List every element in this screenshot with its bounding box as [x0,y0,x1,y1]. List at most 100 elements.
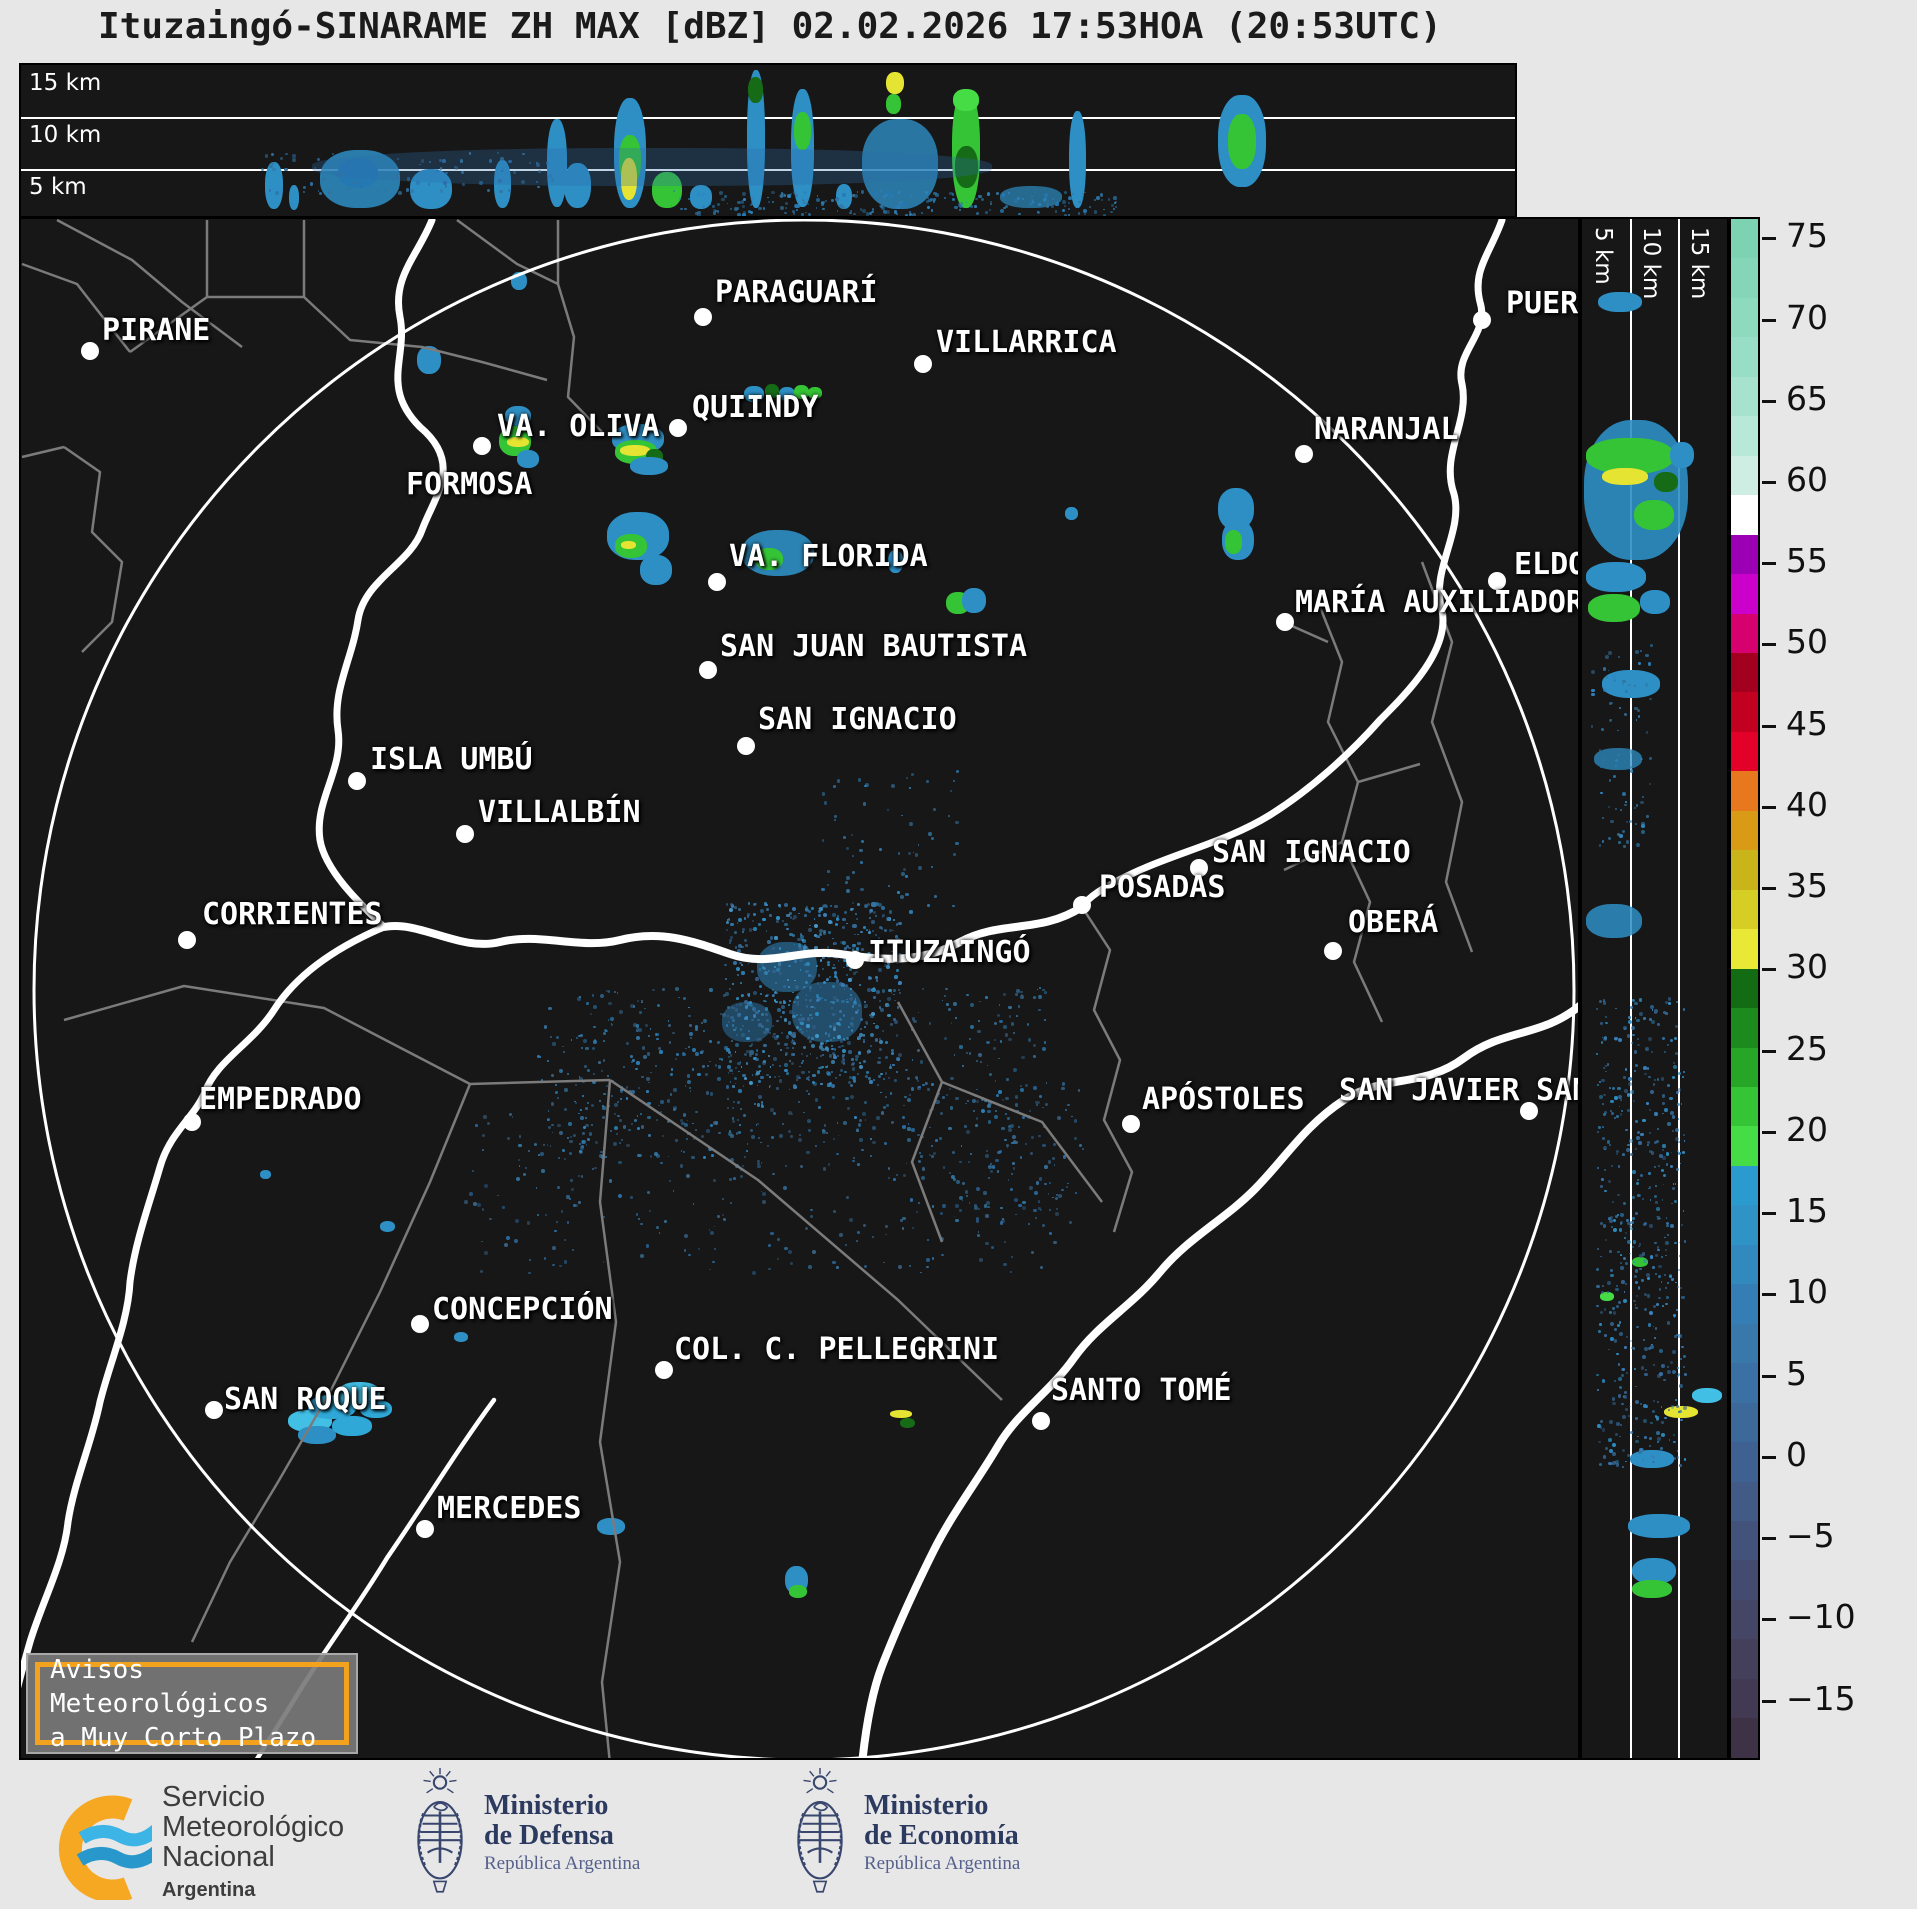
clutter-speckle [759,1038,763,1042]
clutter-speckle [743,917,747,921]
radar-echo [417,346,441,374]
clutter-speckle [657,1004,661,1008]
clutter-speckle [840,1069,843,1073]
clutter-speckle [667,1120,671,1124]
clutter-speckle [945,987,948,991]
clutter-speckle [635,1067,638,1071]
clutter-speckle [649,1071,652,1074]
clutter-speckle [907,1076,911,1080]
clutter-speckle [1045,1081,1048,1084]
clutter-speckle [926,903,930,907]
clutter-speckle [851,1024,854,1027]
clutter-speckle [770,1231,774,1236]
clutter-speckle [765,1007,769,1011]
clutter-speckle [737,1062,741,1066]
clutter-speckle [1610,819,1614,824]
clutter-speckle [518,1165,521,1167]
clutter-speckle [834,904,838,909]
defensa-line3: República Argentina [484,1853,641,1874]
clutter-speckle [647,1115,651,1120]
clutter-speckle [746,913,750,916]
clutter-speckle [594,1166,597,1169]
clutter-speckle [788,986,790,988]
clutter-speckle [1639,1254,1643,1258]
radar-echo [1632,1558,1676,1584]
clutter-speckle [689,1087,692,1090]
clutter-speckle [328,190,332,195]
clutter-speckle [797,1018,801,1021]
clutter-speckle [855,1240,858,1243]
clutter-speckle [1054,1212,1059,1217]
clutter-speckle [939,1111,944,1116]
clutter-speckle [604,1029,607,1032]
radar-echo [332,1416,372,1436]
clutter-speckle [1661,1304,1664,1307]
clutter-speckle [861,1148,865,1152]
clutter-speckle [1623,1076,1627,1080]
clutter-speckle [1596,1131,1599,1133]
clutter-speckle [1650,1345,1654,1350]
clutter-speckle [1634,1211,1638,1215]
clutter-speckle [652,988,655,992]
clutter-speckle [870,1014,874,1019]
clutter-speckle [948,1008,951,1011]
clutter-speckle [901,872,905,876]
clutter-speckle [949,1106,954,1110]
clutter-speckle [887,1013,891,1017]
admin-border [1420,561,1474,953]
clutter-speckle [1676,1149,1679,1152]
clutter-speckle [535,180,539,183]
clutter-speckle [1000,209,1005,214]
radar-echo [454,1332,468,1342]
clutter-speckle [581,1145,584,1148]
clutter-speckle [603,1040,606,1043]
radar-echo [1598,292,1642,312]
clutter-speckle [557,1097,560,1100]
clutter-speckle [850,908,854,912]
colorbar-tick-label: 60 [1786,459,1828,499]
clutter-speckle [396,157,399,160]
clutter-speckle [724,977,727,980]
clutter-speckle [919,1134,923,1138]
clutter-speckle [737,200,742,205]
clutter-speckle [805,980,809,984]
clutter-speckle [795,193,799,197]
clutter-speckle [1596,1423,1601,1428]
clutter-speckle [760,992,763,995]
clutter-speckle [753,991,758,996]
clutter-speckle [845,1036,850,1041]
clutter-speckle [1651,1257,1653,1259]
clutter-speckle [775,919,780,924]
clutter-speckle [1649,697,1652,701]
clutter-speckle [627,1089,632,1094]
radar-echo [1228,114,1256,169]
coat-of-arms-icon [797,1768,843,1893]
clutter-speckle [669,1093,673,1096]
clutter-speckle [1648,1108,1652,1112]
clutter-speckle [1012,1167,1016,1170]
clutter-speckle [535,1187,538,1189]
clutter-speckle [680,1118,684,1122]
clutter-speckle [862,802,867,806]
clutter-speckle [736,1118,740,1122]
clutter-speckle [1636,1182,1639,1185]
clutter-speckle [821,1066,824,1068]
clutter-speckle [585,1123,589,1128]
clutter-speckle [1624,1088,1628,1093]
clutter-speckle [854,1058,858,1062]
clutter-speckle [1682,1134,1685,1137]
clutter-speckle [691,1122,694,1125]
clutter-speckle [826,870,830,873]
clutter-speckle [1055,202,1059,207]
clutter-speckle [893,993,895,996]
clutter-speckle [1034,190,1037,193]
clutter-speckle [1007,1116,1010,1120]
clutter-speckle [1605,1022,1608,1025]
clutter-speckle [1005,1143,1010,1148]
clutter-speckle [1651,1009,1654,1011]
colorbar-segment [1731,1520,1758,1561]
clutter-speckle [1598,1440,1601,1444]
clutter-speckle [930,1145,933,1147]
clutter-speckle [924,1082,928,1085]
clutter-speckle [614,1113,616,1115]
